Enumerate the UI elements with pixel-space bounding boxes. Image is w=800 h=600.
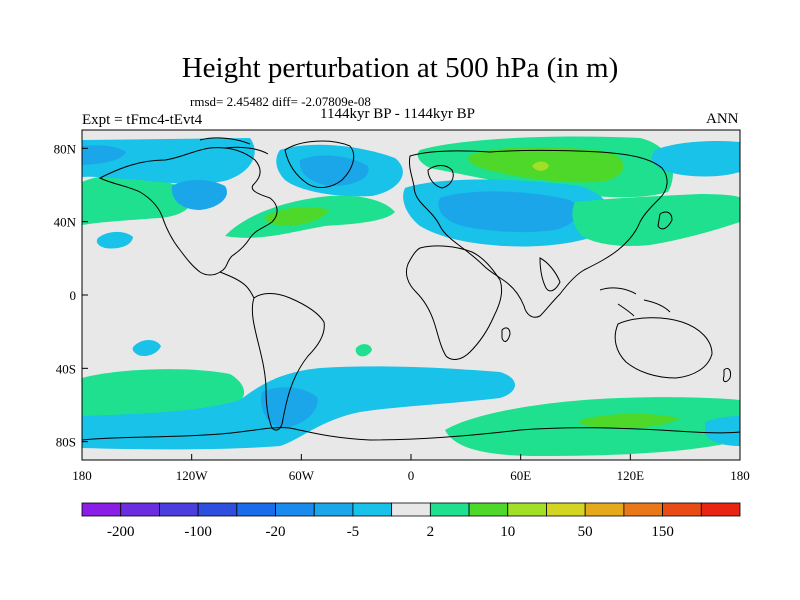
colorbar-swatch [546, 502, 586, 517]
colorbar: -200 -100 -20 -5 2 10 50 150 [81, 502, 741, 540]
south-atlantic-green-blob [355, 344, 372, 357]
colorbar-swatch [662, 502, 702, 517]
antarctica-coast [82, 427, 740, 441]
x-tick-label: 120E [617, 468, 645, 483]
y-tick-label: 40N [54, 215, 77, 230]
x-tick-label: 60W [289, 468, 315, 483]
colorbar-swatch [391, 502, 431, 517]
africa-coast [405, 245, 503, 360]
sh-west-green-band [82, 369, 245, 416]
central-america-coast [219, 271, 255, 299]
y-tick-label: 40S [56, 361, 76, 376]
east-asia-green-band [572, 194, 740, 246]
siberia-yellow-spot [532, 161, 549, 171]
plot-title: Height perturbation at 500 hPa (in m) [181, 52, 619, 84]
experiment-label: Expt = tFmc4-tEvt4 [82, 112, 203, 128]
colorbar-swatch [429, 502, 470, 517]
y-tick-label: 80N [54, 141, 77, 156]
alaska-blue-patch [82, 138, 255, 184]
colorbar-swatch [81, 502, 122, 517]
colorbar-swatch [120, 502, 160, 517]
india-coast [539, 257, 561, 292]
coastlines [82, 137, 740, 441]
colorbar-label: 2 [427, 524, 435, 540]
map-panel [82, 130, 740, 460]
season-label: ANN [706, 111, 739, 127]
australia-coast [614, 317, 713, 379]
atlantic-green-core [264, 207, 330, 226]
south-america-blue-core [261, 387, 318, 428]
eurasia-dark-blue-core [438, 191, 578, 233]
new-zealand-coast [723, 367, 731, 383]
south-pacific-blue-blob [132, 340, 161, 356]
canada-blue-core [171, 180, 228, 210]
y-tick-label: 80S [56, 435, 76, 450]
y-axis-ticks: 80N 40N 0 40S 80S [54, 141, 88, 450]
east-pacific-blue-blob [96, 231, 133, 249]
madagascar-coast [501, 327, 511, 342]
nh-west-green-band [82, 175, 192, 225]
greenland-dark-blue [299, 155, 369, 186]
x-tick-label: 0 [408, 468, 415, 483]
colorbar-swatch [275, 502, 315, 517]
nw-pacific-blue [651, 140, 740, 177]
colorbar-swatch [623, 502, 663, 517]
north-america-coast [98, 147, 278, 276]
antarctic-east-blue [705, 416, 740, 446]
scandinavia-coast [427, 165, 454, 189]
arctic-islands-coast [199, 137, 269, 155]
south-america-coast [251, 293, 325, 431]
colorbar-swatch [584, 502, 625, 517]
colorbar-swatch [352, 502, 393, 517]
japan-coast [657, 211, 673, 230]
x-tick-label: 180 [72, 468, 92, 483]
x-tick-label: 120W [176, 468, 209, 483]
southeast-asia-islands [599, 287, 671, 317]
colorbar-label: -20 [266, 524, 286, 540]
colorbar-swatch [236, 502, 276, 517]
x-tick-label: 60E [510, 468, 531, 483]
period-label: 1144kyr BP - 1144kyr BP [320, 106, 476, 122]
colorbar-label: -5 [347, 524, 360, 540]
stats-line: rmsd= 2.45482 diff= -2.07809e-08 [190, 94, 371, 109]
colorbar-label: 150 [651, 524, 674, 540]
colorbar-label: 50 [578, 524, 593, 540]
colorbar-swatch [159, 502, 199, 517]
sh-east-green-core [579, 413, 680, 429]
colorbar-swatch [197, 502, 238, 517]
pacific-dark-blue [82, 145, 126, 165]
colorbar-swatch [507, 502, 547, 517]
x-tick-label: 180 [730, 468, 750, 483]
colorbar-label: -200 [107, 524, 135, 540]
colorbar-label: -100 [184, 524, 212, 540]
colorbar-swatch [700, 502, 741, 517]
europe-asia-coast [409, 150, 668, 318]
colorbar-swatch [468, 502, 509, 517]
greenland-coast [284, 140, 355, 188]
x-axis-ticks: 180 120W 60W 0 60E 120E 180 [72, 454, 750, 483]
colorbar-label: 10 [500, 524, 515, 540]
y-tick-label: 0 [70, 288, 77, 303]
colorbar-swatch [313, 502, 354, 517]
